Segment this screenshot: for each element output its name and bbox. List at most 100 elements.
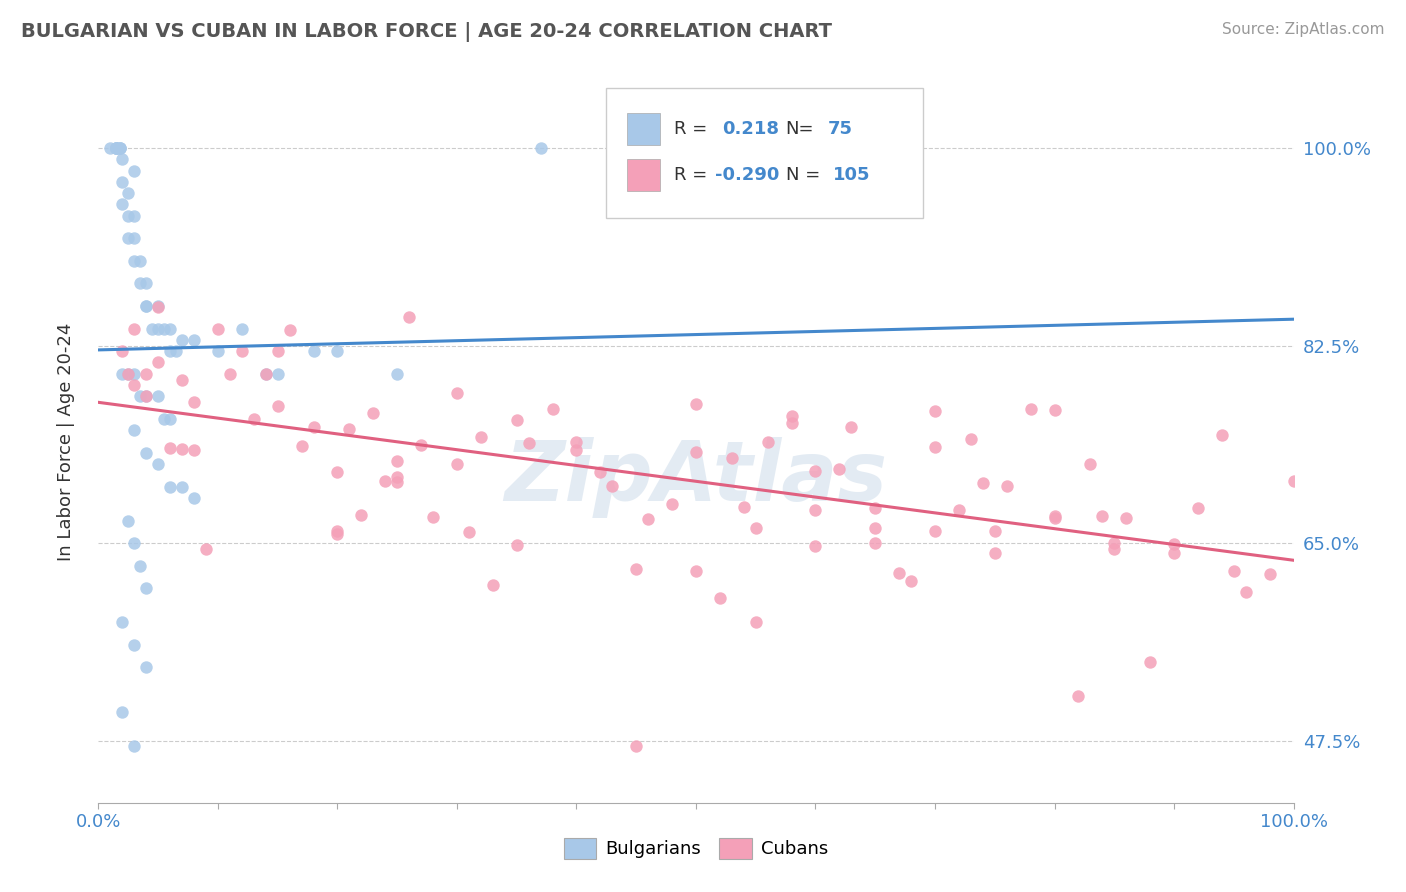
Point	[984, 546, 1007, 560]
Point	[172, 480, 194, 494]
Point	[411, 438, 433, 452]
Point	[117, 231, 139, 245]
Point	[530, 141, 553, 155]
Point	[1115, 511, 1137, 525]
Point	[108, 141, 131, 155]
Point	[995, 479, 1018, 493]
Point	[98, 141, 122, 155]
Point	[153, 412, 176, 426]
Point	[350, 508, 373, 523]
Point	[1187, 501, 1209, 516]
Point	[135, 389, 157, 403]
Point	[183, 491, 205, 505]
Point	[231, 321, 253, 335]
Y-axis label: In Labor Force | Age 20-24: In Labor Force | Age 20-24	[56, 322, 75, 561]
Point	[135, 277, 157, 291]
Text: 105: 105	[834, 166, 870, 184]
Point	[756, 435, 779, 450]
Text: R =: R =	[675, 166, 707, 184]
Point	[195, 542, 218, 557]
Point	[111, 344, 134, 359]
Point	[1104, 536, 1126, 550]
Point	[326, 527, 349, 541]
Text: -0.290: -0.290	[716, 166, 779, 184]
Text: N =: N =	[786, 166, 820, 184]
Text: Source: ZipAtlas.com: Source: ZipAtlas.com	[1222, 22, 1385, 37]
Point	[117, 514, 139, 528]
Point	[124, 378, 146, 392]
Point	[889, 566, 911, 581]
Point	[267, 367, 290, 381]
Point	[685, 397, 707, 411]
Point	[105, 141, 128, 155]
Point	[828, 462, 851, 476]
Point	[135, 389, 157, 403]
Point	[302, 420, 325, 434]
Point	[1211, 428, 1233, 442]
Point	[124, 638, 146, 652]
Point	[231, 344, 253, 359]
Text: 0.218: 0.218	[723, 120, 779, 138]
Point	[481, 578, 505, 592]
Point	[183, 443, 205, 458]
Point	[1104, 542, 1126, 557]
Point	[1163, 537, 1185, 551]
Point	[626, 739, 648, 754]
Point	[278, 323, 301, 337]
Point	[745, 615, 768, 630]
FancyBboxPatch shape	[627, 112, 661, 145]
Point	[804, 539, 827, 553]
Point	[565, 434, 588, 449]
Point	[948, 503, 970, 517]
Point	[685, 445, 707, 459]
Point	[1234, 585, 1257, 599]
Point	[129, 253, 152, 268]
Text: R =: R =	[675, 120, 707, 138]
Point	[1091, 508, 1114, 523]
Point	[385, 470, 409, 484]
Point	[254, 367, 277, 381]
Point	[135, 299, 157, 313]
Point	[1282, 474, 1305, 488]
Point	[183, 333, 205, 347]
Point	[446, 385, 468, 400]
Point	[219, 367, 242, 381]
Point	[363, 406, 385, 420]
Point	[900, 574, 922, 588]
Point	[565, 443, 588, 458]
Point	[124, 739, 146, 754]
Point	[105, 141, 128, 155]
Point	[374, 474, 396, 488]
Legend: Bulgarians, Cubans: Bulgarians, Cubans	[557, 830, 835, 866]
Point	[506, 413, 529, 427]
Point	[1223, 565, 1246, 579]
Point	[972, 476, 994, 491]
Point	[129, 277, 152, 291]
Point	[865, 536, 887, 550]
Point	[1019, 402, 1042, 417]
Point	[326, 524, 349, 539]
Point	[159, 344, 181, 359]
Point	[141, 321, 163, 335]
Text: 75: 75	[828, 120, 852, 138]
Point	[326, 465, 349, 479]
Point	[159, 480, 181, 494]
Point	[117, 209, 139, 223]
Point	[602, 479, 624, 493]
Point	[1043, 508, 1066, 523]
Point	[780, 409, 803, 424]
Point	[302, 344, 325, 359]
Point	[108, 141, 131, 155]
Point	[709, 591, 731, 605]
Point	[841, 420, 863, 434]
Point	[865, 521, 887, 535]
Point	[135, 660, 157, 674]
Point	[111, 367, 134, 381]
Point	[135, 367, 157, 381]
Point	[159, 321, 181, 335]
Point	[385, 367, 409, 381]
Point	[117, 367, 139, 381]
Point	[984, 524, 1007, 539]
Point	[148, 301, 170, 315]
Point	[733, 500, 755, 514]
